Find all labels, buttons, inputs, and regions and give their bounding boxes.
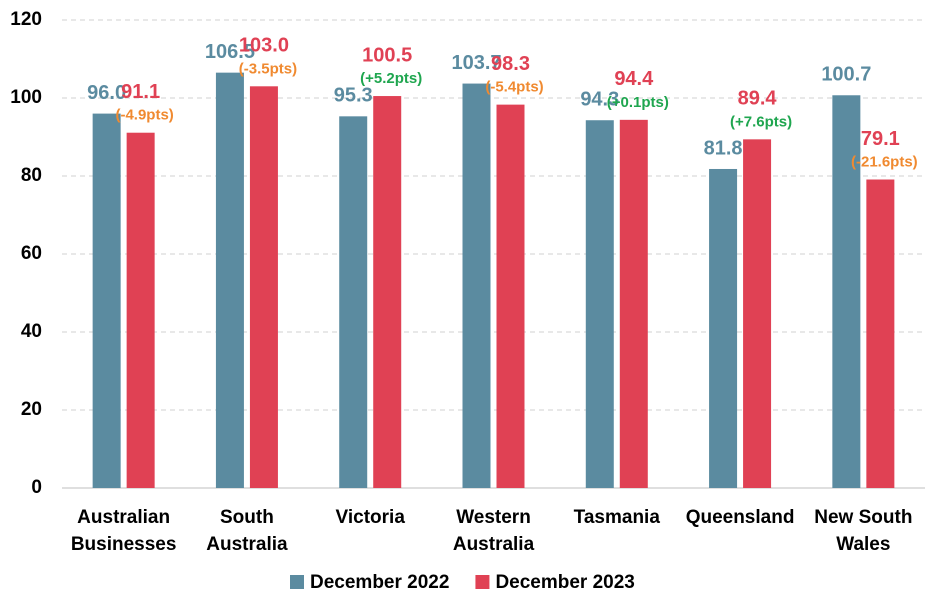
x-tick-label: South [220,507,274,528]
x-tick-label: Wales [836,534,890,555]
x-tick-label: Australian [77,507,170,528]
value-label: 81.8 [704,137,743,159]
y-tick-label: 40 [21,321,42,342]
value-label: 94.3 [580,89,619,111]
y-tick-label: 20 [21,399,42,420]
value-label: 106.5 [205,41,255,63]
bar [462,83,491,488]
change-label: (-3.5pts) [239,60,297,77]
bar [743,139,772,488]
value-label: 96.0 [87,82,126,104]
bar [339,116,368,488]
bar [585,120,614,488]
x-tick-label: Australia [453,534,535,555]
change-label: (-21.6pts) [851,153,918,170]
bar [215,72,244,489]
value-label: 94.4 [614,68,654,90]
x-tick-label: Queensland [686,507,795,528]
legend-swatch [475,575,490,589]
change-label: (+5.2pts) [360,70,422,87]
x-tick-label: Businesses [71,534,177,555]
x-tick-label: Western [456,507,531,528]
change-label: (-4.9pts) [115,107,173,124]
y-tick-label: 60 [21,243,42,264]
legend-label: December 2022 [310,572,449,593]
x-tick-label: Victoria [336,507,406,528]
value-label: 103.0 [239,35,289,57]
x-tick-label: New South [814,507,912,528]
value-label: 89.4 [738,88,778,110]
bar [709,168,738,489]
value-label: 95.3 [334,85,373,107]
y-tick-label: 0 [31,477,42,498]
x-tick-label: Australia [206,534,288,555]
value-label: 100.5 [362,44,412,66]
y-tick-label: 100 [10,87,42,108]
x-tick-label: Tasmania [574,507,661,528]
bar [866,179,895,488]
value-label: 98.3 [491,53,530,75]
bar [832,95,861,489]
bar [126,132,155,488]
value-label: 103.7 [451,52,501,74]
bar [373,96,402,489]
change-label: (-5.4pts) [485,79,543,96]
bar [619,119,648,488]
legend-label: December 2023 [495,572,634,593]
value-label: 100.7 [821,64,871,86]
bar [92,113,121,488]
change-label: (+7.6pts) [730,113,792,130]
y-tick-label: 80 [21,165,42,186]
y-tick-label: 120 [10,9,42,30]
bar [249,86,278,489]
bar [496,104,525,488]
value-label: 79.1 [861,128,900,150]
change-label: (+0.1pts) [607,94,669,111]
value-label: 91.1 [121,81,160,103]
legend-swatch [290,575,304,589]
